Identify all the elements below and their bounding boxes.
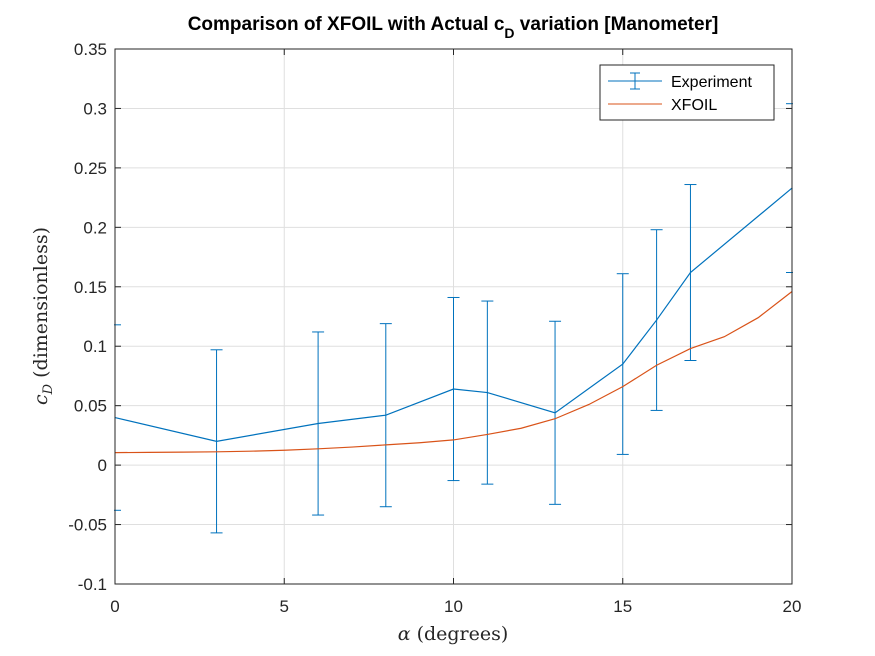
y-tick-label: 0.25 xyxy=(74,159,107,178)
series-line-xfoil xyxy=(114,291,793,454)
data-point-experiment xyxy=(215,440,218,442)
axis-ticks: 0 5 10 15 20 -0.1 -0.05 0 0.05 0.1 0.15 0.2 0.25 0.3 0… xyxy=(68,40,801,616)
data-point-experiment xyxy=(622,363,624,365)
error-bar-experiment xyxy=(650,229,663,411)
data-point-experiment xyxy=(452,388,455,390)
legend-label-xfoil: XFOIL xyxy=(671,97,717,114)
x-tick-label: 10 xyxy=(444,597,463,616)
x-axis-label: α (degrees) xyxy=(398,623,509,645)
legend-label-experiment: Experiment xyxy=(671,74,752,91)
data-point-experiment xyxy=(554,412,556,414)
x-tick-label: 0 xyxy=(110,597,119,616)
y-tick-label: 0.2 xyxy=(83,218,107,237)
chart-title: Comparison of XFOIL with Actual cD varia… xyxy=(188,14,719,41)
y-tick-label: -0.05 xyxy=(68,516,107,535)
error-bar-experiment xyxy=(481,300,494,485)
y-tick-label: 0.35 xyxy=(74,40,107,59)
chart-title-subscript: D xyxy=(504,25,514,41)
y-tick-label: 0 xyxy=(98,456,107,475)
error-bar-experiment xyxy=(379,323,392,508)
x-tick-label: 15 xyxy=(613,597,632,616)
y-tick-label: 0.3 xyxy=(83,99,107,118)
y-tick-label: 0.05 xyxy=(74,397,107,416)
legend-box xyxy=(599,64,775,121)
y-tick-label: 0.1 xyxy=(83,337,107,356)
y-tick-label: -0.1 xyxy=(78,575,107,594)
data-point-experiment xyxy=(317,422,319,425)
legend-marker-experiment xyxy=(608,72,662,90)
error-bar-experiment xyxy=(312,331,325,516)
data-point-experiment xyxy=(689,271,692,274)
error-bar-experiment xyxy=(447,296,460,482)
error-bar-experiment xyxy=(616,273,629,455)
y-axis-label-subscript: D xyxy=(41,383,56,395)
y-axis-label: cD (dimensionless) xyxy=(30,227,56,405)
legend: Experiment XFOIL xyxy=(599,64,775,121)
error-bar-experiment xyxy=(549,320,562,505)
error-bar-experiment xyxy=(684,184,697,361)
data-point-experiment xyxy=(656,319,658,321)
x-tick-label: 20 xyxy=(783,597,802,616)
data-point-experiment xyxy=(385,414,387,416)
data-point-experiment xyxy=(486,391,488,394)
x-tick-label: 5 xyxy=(280,597,289,616)
error-bar-experiment xyxy=(210,349,223,534)
y-tick-label: 0.15 xyxy=(74,278,107,297)
